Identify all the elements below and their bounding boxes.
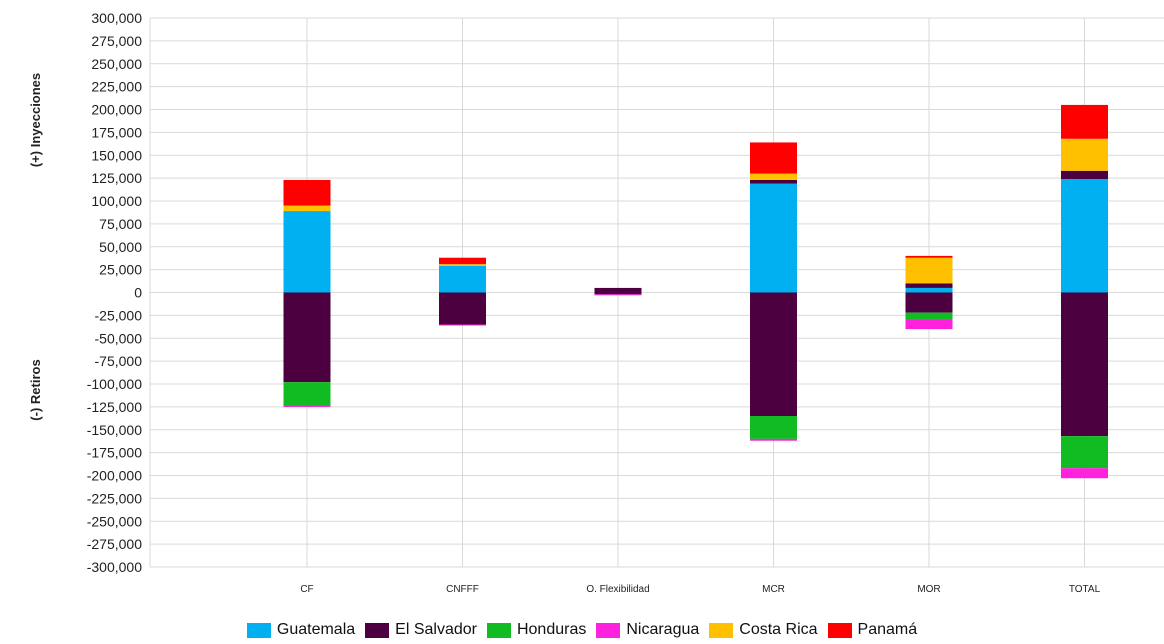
bar-segment-panam--cf	[283, 179, 331, 206]
y-tick-label: 275,000	[91, 33, 142, 49]
legend-label: Panamá	[857, 621, 918, 638]
bar-segment-guatemala-cnfff	[439, 265, 486, 293]
y-tick-label: 175,000	[91, 124, 142, 140]
y-tick-label: -250,000	[87, 513, 142, 529]
legend-item: Guatemala	[246, 621, 356, 639]
legend-item: Costa Rica	[709, 621, 818, 639]
bar-segment-el-salvador-cnfff	[439, 292, 486, 325]
y-tick-label: -275,000	[87, 536, 142, 552]
legend-swatch	[365, 622, 390, 638]
x-tick-label: MOR	[917, 584, 940, 595]
bar-segment-guatemala-total	[1061, 179, 1108, 293]
bar-segment-costa-rica-cnfff	[439, 264, 486, 266]
y-tick-label: -25,000	[95, 307, 143, 323]
y-tick-label: 225,000	[91, 79, 142, 95]
bar-segment-guatemala-mcr	[750, 183, 797, 293]
x-tick-label: MCR	[762, 584, 785, 595]
bar-segment-costa-rica-mor	[905, 257, 953, 284]
bar-segment-el-salvador-total	[1061, 292, 1108, 437]
bar-segment-honduras-total	[1061, 436, 1108, 469]
bar-segment-el-salvador-mor	[905, 283, 953, 288]
y-label-bottom: (-) Retiros	[28, 359, 43, 420]
y-tick-label: 250,000	[91, 56, 142, 72]
bar-segment-honduras-mor	[905, 312, 953, 320]
y-label-top: (+) Inyecciones	[28, 73, 43, 167]
y-tick-label: -50,000	[95, 330, 143, 346]
x-tick-label: CF	[300, 584, 313, 595]
bar-segment-el-salvador-mcr	[750, 292, 797, 417]
bar-segment-costa-rica-mcr	[750, 173, 797, 180]
bar-segment-el-salvador-mcr	[750, 179, 797, 184]
y-tick-label: -75,000	[95, 353, 143, 369]
y-tick-label: -225,000	[87, 490, 142, 506]
bar-segment-panam--total	[1061, 104, 1108, 139]
y-tick-label: 125,000	[91, 170, 142, 186]
bar-segment-panam--mcr	[750, 142, 797, 174]
legend-swatch	[709, 622, 734, 638]
bar-segment-panam--mor	[905, 255, 953, 258]
y-tick-label: -100,000	[87, 376, 142, 392]
bar-segment-nicaragua-cnfff	[439, 324, 486, 326]
y-tick-label: 150,000	[91, 147, 142, 163]
bar-segment-el-salvador-o-flexibilidad	[594, 292, 642, 295]
stacked-bar-chart: 300,000 275,000 250,000 225,000 200,000 175,0…	[28, 10, 1164, 595]
y-tick-label: 75,000	[99, 216, 142, 232]
legend-label: Guatemala	[276, 621, 356, 638]
y-tick-label: -175,000	[87, 445, 142, 461]
legend-item: Nicaragua	[596, 621, 699, 639]
bars-layer	[283, 104, 1108, 479]
y-tick-label: -200,000	[87, 468, 142, 484]
bar-segment-el-salvador-mor	[905, 292, 953, 313]
legend-item: Honduras	[486, 621, 587, 639]
axis-layer: 300,000 275,000 250,000 225,000 200,000 175,0…	[87, 10, 1101, 595]
y-tick-label: 300,000	[91, 10, 142, 26]
legend-swatch	[827, 622, 852, 638]
bar-segment-nicaragua-o-flexibilidad	[594, 294, 642, 296]
bar-segment-panam--cnfff	[439, 257, 486, 265]
y-tick-label: -150,000	[87, 422, 142, 438]
bar-segment-honduras-cf	[283, 382, 331, 406]
y-tick-label: 25,000	[99, 262, 142, 278]
legend-swatch	[596, 622, 621, 638]
bar-segment-costa-rica-cf	[283, 205, 331, 212]
bar-segment-costa-rica-total	[1061, 138, 1108, 171]
y-tick-label: 200,000	[91, 102, 142, 118]
y-tick-label: -300,000	[87, 559, 142, 575]
bar-segment-nicaragua-mcr	[750, 438, 797, 441]
x-tick-label: TOTAL	[1069, 584, 1101, 595]
bar-segment-honduras-mcr	[750, 416, 797, 439]
bar-segment-guatemala-cf	[283, 211, 331, 293]
legend: Guatemala El Salvador Honduras Nicaragua Cos…	[0, 616, 1164, 644]
legend-swatch	[486, 622, 511, 638]
legend-label: Honduras	[516, 621, 587, 638]
legend-label: El Salvador	[395, 621, 477, 638]
bar-segment-nicaragua-mor	[905, 319, 953, 330]
y-tick-label: -125,000	[87, 399, 142, 415]
bar-segment-el-salvador-cf	[283, 292, 331, 383]
legend-label: Costa Rica	[739, 621, 818, 638]
legend-item: Panamá	[827, 621, 918, 639]
bar-segment-guatemala-mor	[905, 287, 953, 293]
bar-segment-nicaragua-total	[1061, 468, 1108, 479]
y-tick-label: 0	[134, 285, 142, 301]
legend-swatch	[246, 622, 271, 638]
y-tick-label: 100,000	[91, 193, 142, 209]
bar-segment-nicaragua-cf	[283, 405, 331, 407]
x-tick-label: O. Flexibilidad	[586, 584, 649, 595]
y-tick-label: 50,000	[99, 239, 142, 255]
x-tick-label: CNFFF	[446, 584, 479, 595]
bar-segment-el-salvador-total	[1061, 170, 1108, 180]
bar-segment-el-salvador-o-flexibilidad	[594, 287, 642, 293]
legend-label: Nicaragua	[626, 621, 700, 638]
legend-item: El Salvador	[365, 621, 477, 639]
